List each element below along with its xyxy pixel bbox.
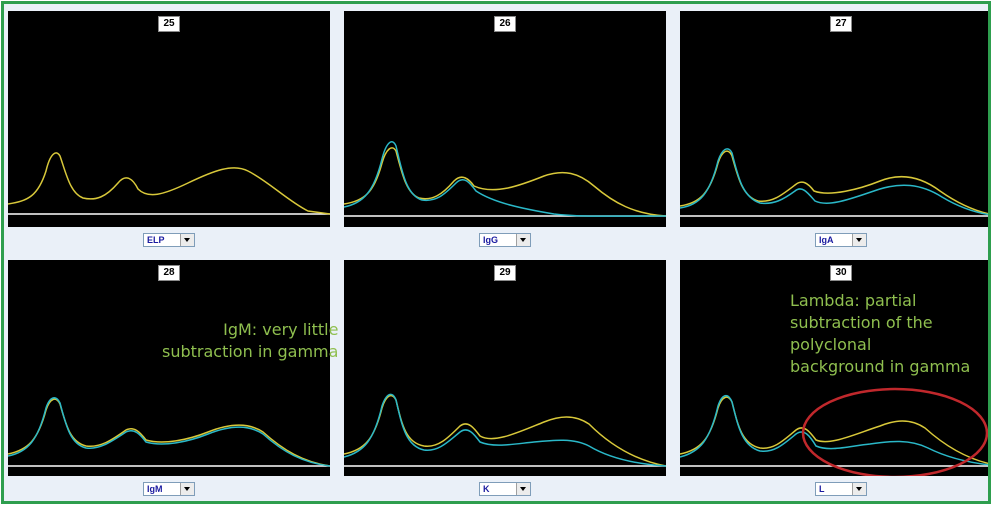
chevron-down-icon[interactable] [852,234,866,246]
panel-number: 26 [494,16,516,32]
panel-30: 30 L [680,260,988,501]
panel-number: 28 [158,265,180,281]
elp-trace [8,152,330,215]
elp-trace [680,150,988,215]
fraction-select[interactable]: IgM [143,482,195,496]
panel-number: 30 [830,265,852,281]
subtracted-trace [8,397,330,467]
chevron-down-icon[interactable] [516,234,530,246]
trace-plot-30: 30 [680,260,988,476]
trace-plot-28: 28 [8,260,330,476]
annotation-line: Lambda: partial [790,291,917,310]
selector-strip: IgG [344,227,666,252]
elp-trace [344,394,666,467]
select-value: IgA [819,235,834,245]
select-value: IgM [147,484,163,494]
elp-trace [344,147,666,217]
chevron-down-icon[interactable] [180,234,194,246]
fraction-select[interactable]: L [815,482,867,496]
elp-trace [680,396,988,465]
igm-annotation: IgM: very little subtraction in gamma [162,320,339,361]
chevron-down-icon[interactable] [516,483,530,495]
panel-29: 29 K [344,260,666,501]
electrophoresis-grid: 25 ELP 26 IgG [1,1,991,504]
subtracted-trace [344,393,666,467]
annotation-line: background in gamma [790,357,971,376]
select-value: L [819,484,825,494]
select-value: IgG [483,235,498,245]
fraction-select[interactable]: IgA [815,233,867,247]
fraction-select[interactable]: ELP [143,233,195,247]
select-value: K [483,484,490,494]
panel-27: 27 IgA [680,11,988,252]
selector-strip: IgA [680,227,988,252]
highlight-ellipse [801,387,988,476]
lambda-annotation: Lambda: partial subtraction of the polyc… [790,290,970,378]
selector-strip: K [344,476,666,501]
selector-strip: IgM [8,476,330,501]
selector-strip: ELP [8,227,330,252]
fraction-select[interactable]: K [479,482,531,496]
subtracted-trace [344,141,666,217]
annotation-line: subtraction of the [790,313,933,332]
panel-number: 25 [158,16,180,32]
subtracted-trace [680,148,988,216]
panel-number: 29 [494,265,516,281]
panel-25: 25 ELP [8,11,330,252]
panel-26: 26 IgG [344,11,666,252]
annotation-line: polyclonal [790,335,872,354]
panel-28: 28 IgM [8,260,330,501]
subtracted-trace [680,394,988,466]
trace-plot-29: 29 [344,260,666,476]
trace-plot-27: 27 [680,11,988,227]
select-value: ELP [147,235,165,245]
fraction-select[interactable]: IgG [479,233,531,247]
selector-strip: L [680,476,988,501]
panel-number: 27 [830,16,852,32]
elp-trace [8,398,330,467]
chevron-down-icon[interactable] [852,483,866,495]
trace-plot-26: 26 [344,11,666,227]
chevron-down-icon[interactable] [180,483,194,495]
trace-plot-25: 25 [8,11,330,227]
